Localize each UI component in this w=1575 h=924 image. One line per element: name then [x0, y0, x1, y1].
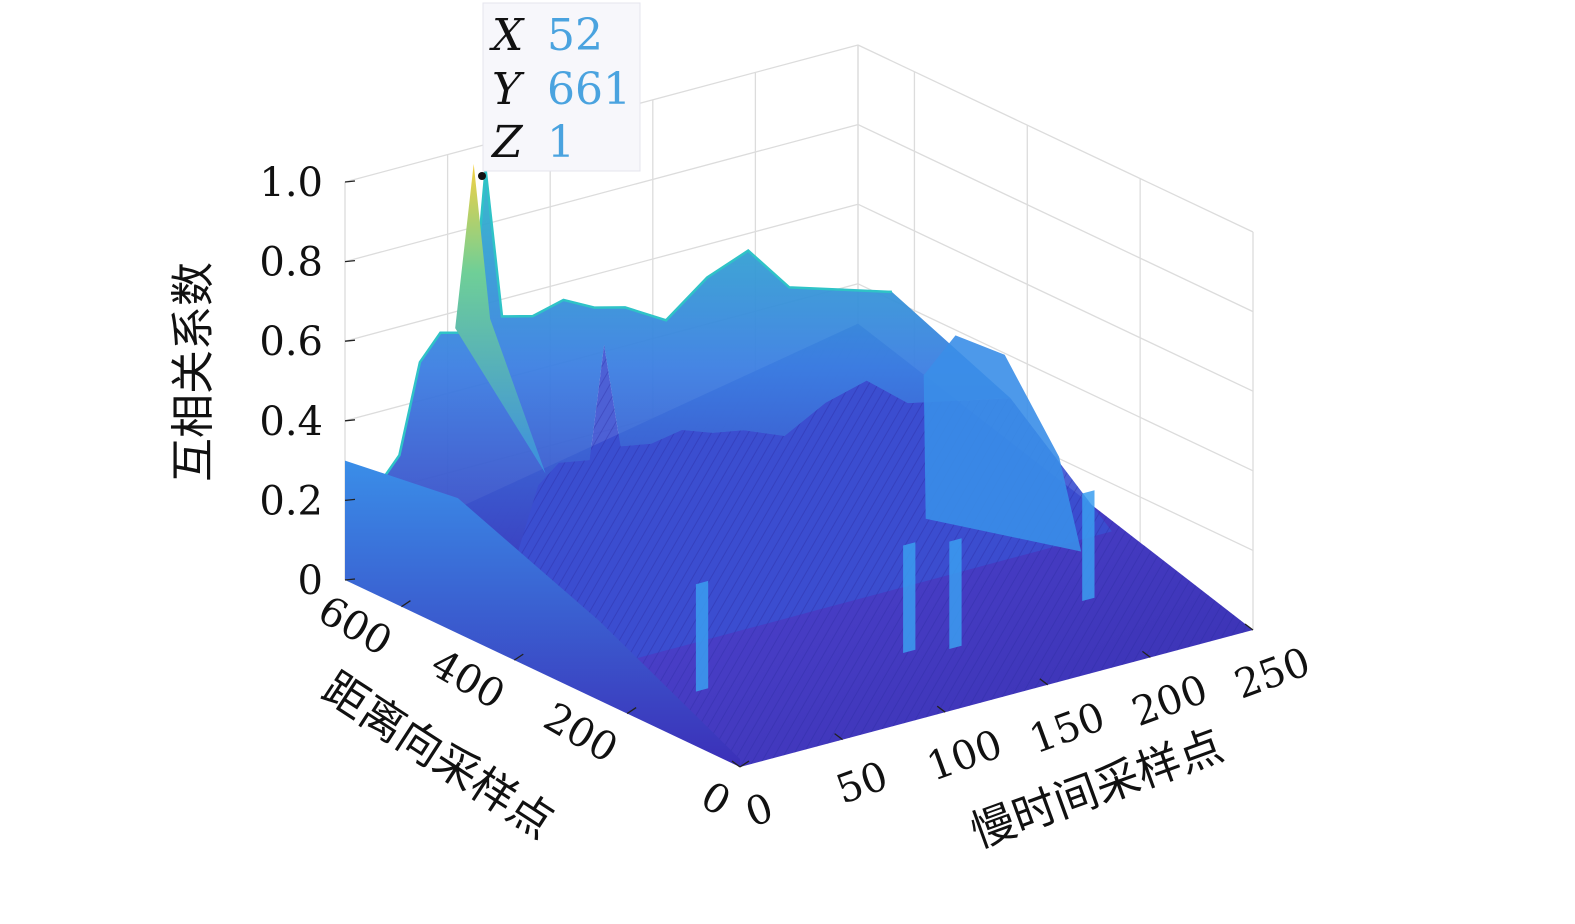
data-tip[interactable]: X 52 Y 661 Z 1	[478, 2, 641, 180]
y-tick-mark	[401, 600, 411, 608]
z-tick-mark	[344, 498, 356, 502]
grid-line	[344, 123, 859, 263]
surface-column	[903, 542, 916, 653]
z-tick-mark	[344, 180, 356, 183]
surface-peak	[455, 163, 546, 474]
x-tick-label: 250	[1229, 639, 1316, 708]
surface-ridge-crest	[377, 169, 892, 486]
grid-line	[857, 203, 1254, 392]
surface-column	[695, 580, 709, 692]
z-tick-mark	[344, 419, 356, 422]
x-tick-mark	[834, 733, 843, 741]
y-tick-mark	[739, 760, 750, 768]
z-tick-label: 0.2	[259, 478, 323, 524]
y-axis-title: 距离向采样点	[313, 663, 562, 850]
z-tick-mark	[344, 339, 356, 342]
x-tick-mark	[1142, 650, 1151, 658]
x-tick-mark	[1039, 678, 1049, 686]
grid-line	[344, 203, 859, 342]
z-axis-title: 互相关系数	[168, 262, 219, 482]
data-tip-y-key: Y	[492, 64, 525, 115]
x-tick-label: 100	[921, 721, 1008, 790]
z-tick-label: 0.4	[259, 399, 323, 445]
z-tick-mark	[344, 259, 356, 263]
x-tick-label: 0	[740, 785, 780, 837]
z-tick-label: 0	[298, 558, 323, 604]
x-tick-label: 50	[830, 753, 894, 814]
z-tick-label: 1.0	[259, 160, 323, 206]
data-tip-box	[482, 2, 641, 172]
surface-left-wall	[345, 460, 740, 767]
surface-hump	[923, 335, 1082, 552]
grid-line	[857, 124, 1254, 313]
data-tip-y-value: 661	[547, 64, 631, 115]
y-tick-mark	[626, 707, 637, 715]
x-tick-mark	[936, 705, 946, 713]
z-tick-mark	[344, 578, 356, 581]
data-tip-z-key: Z	[490, 117, 524, 168]
y-tick-label: 0	[693, 773, 738, 826]
data-tip-marker	[478, 172, 486, 180]
z-tick-label: 0.6	[259, 319, 323, 365]
z-tick-label: 0.8	[259, 240, 323, 286]
surface-ridge	[378, 169, 1011, 565]
grid-line	[857, 283, 1254, 472]
surface-column	[1082, 490, 1095, 601]
x-tick-label: 150	[1024, 694, 1111, 763]
surface-mesh	[345, 163, 1253, 767]
data-tip-x-value: 52	[547, 10, 603, 61]
x-tick-mark	[731, 760, 741, 768]
data-tip-z-value: 1	[547, 117, 575, 168]
surface-column	[949, 538, 962, 649]
data-tip-x-key: X	[489, 10, 525, 61]
x-tick-mark	[1244, 623, 1254, 631]
y-tick-mark	[513, 653, 524, 661]
grid-line	[857, 44, 1254, 233]
